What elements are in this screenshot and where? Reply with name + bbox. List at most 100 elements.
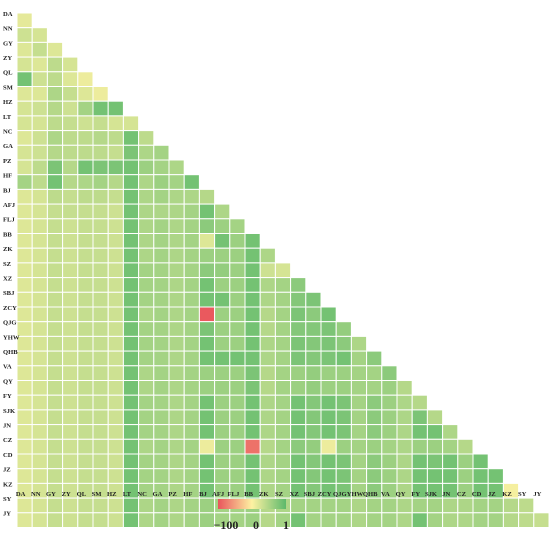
heatmap-cell-SZ-NC — [138, 262, 155, 279]
heatmap-cell-ZK-GA — [153, 247, 170, 264]
heatmap-cell-FY-ZK — [259, 394, 276, 411]
heatmap-cell-HF-QL — [77, 174, 94, 190]
heatmap-cell-XZ-QL — [77, 277, 94, 293]
heatmap-cell-SZ-NN — [31, 262, 48, 279]
heatmap-cell-JZ-QJG — [335, 468, 352, 484]
heatmap-cell-SJK-GA — [153, 409, 170, 426]
heatmap-cell-JN-DA — [16, 424, 33, 440]
heatmap-cell-SY-CZ — [457, 497, 474, 514]
heatmap-cell-QHB-SM — [92, 350, 109, 367]
heatmap-cell-JZ-QHB — [366, 468, 383, 484]
heatmap-cell-JZ-XZ — [290, 468, 307, 484]
heatmap-cell-QHB-SBJ — [305, 350, 322, 367]
heatmap-cell-CD-JN — [442, 453, 459, 470]
heatmap-cell-SY-SBJ — [305, 497, 322, 514]
heatmap-cell-BB-SM — [92, 233, 109, 249]
heatmap-cell-QJG-LT — [122, 321, 140, 337]
heatmap-cell-YHW-SZ — [274, 335, 292, 352]
heatmap-cell-VA-HF — [183, 365, 200, 381]
heatmap-cell-CZ-SBJ — [305, 438, 322, 455]
x-label-ZK: ZK — [259, 491, 269, 498]
y-label-SM: SM — [3, 84, 14, 91]
heatmap-cell-BJ-ZY — [62, 188, 79, 205]
heatmap-cell-QHB-QJG — [335, 350, 352, 367]
heatmap-cell-QY-SM — [92, 380, 109, 396]
heatmap-cell-ZCY-XZ — [290, 306, 307, 323]
heatmap-cell-FLJ-GY — [46, 218, 64, 235]
heatmap-cell-QHB-ZY — [62, 350, 79, 367]
heatmap-cell-BB-BJ — [198, 233, 216, 249]
heatmap-cell-SY-QHB — [366, 497, 383, 514]
heatmap-cell-FY-SZ — [274, 394, 292, 411]
heatmap-cell-JN-HF — [183, 424, 200, 440]
y-label-SBJ: SBJ — [3, 290, 15, 297]
heatmap-cell-JY-BJ — [198, 512, 216, 528]
heatmap-cell-BJ-SM — [92, 188, 109, 205]
heatmap-cell-YHW-NN — [31, 335, 48, 352]
x-label-NN: NN — [31, 491, 41, 498]
heatmap-cell-JY-SM — [92, 512, 109, 528]
heatmap-cell-JZ-HZ — [107, 468, 124, 484]
x-label-BJ: BJ — [199, 491, 207, 498]
heatmap-cell-SJK-ZY — [62, 409, 79, 426]
heatmap-cell-XZ-GA — [153, 277, 170, 293]
heatmap-cell-ZCY-SM — [92, 306, 109, 323]
heatmap-cell-XZ-HZ — [107, 277, 124, 293]
heatmap-cell-VA-HZ — [107, 365, 124, 381]
heatmap-cell-QJG-SZ — [274, 321, 292, 337]
heatmap-cell-CD-SJK — [426, 453, 444, 470]
heatmap-cell-VA-AFJ — [214, 365, 231, 381]
heatmap-cell-GA-GA — [153, 144, 170, 161]
heatmap-cell-SBJ-XZ — [290, 291, 307, 308]
heatmap-cell-QY-VA — [381, 380, 398, 396]
heatmap-cell-XZ-SM — [92, 277, 109, 293]
heatmap-cell-JN-LT — [122, 424, 140, 440]
heatmap-cell-QHB-XZ — [290, 350, 307, 367]
heatmap-cell-ZK-ZY — [62, 247, 79, 264]
heatmap-cell-SY-KZ — [502, 497, 520, 514]
heatmap-cell-ZY-GY — [46, 56, 64, 73]
heatmap-cell-SJK-HF — [183, 409, 200, 426]
heatmap-cell-SY-LT — [122, 497, 140, 514]
heatmap-cell-BB-QL — [77, 233, 94, 249]
x-label-HF: HF — [183, 491, 192, 498]
heatmap-cell-FY-NN — [31, 394, 48, 411]
heatmap-cell-SJK-QHB — [366, 409, 383, 426]
heatmap-cell-QJG-QL — [77, 321, 94, 337]
heatmap-cell-AFJ-BJ — [198, 203, 216, 220]
x-label-SZ: SZ — [275, 491, 284, 498]
heatmap-cell-CD-LT — [122, 453, 140, 470]
heatmap-cell-JN-XZ — [290, 424, 307, 440]
heatmap-cell-JZ-ZK — [259, 468, 276, 484]
heatmap-cell-JZ-ZCY — [320, 468, 337, 484]
heatmap-cell-FY-LT — [122, 394, 140, 411]
heatmap-cell-SJK-SZ — [274, 409, 292, 426]
heatmap-cell-AFJ-QL — [77, 203, 94, 220]
heatmap-cell-CZ-NN — [31, 438, 48, 455]
heatmap-cell-CZ-DA — [16, 438, 33, 455]
heatmap-cell-FY-GA — [153, 394, 170, 411]
heatmap-cell-JN-SZ — [274, 424, 292, 440]
heatmap-cell-SJK-QL — [77, 409, 94, 426]
heatmap-cell-YHW-XZ — [290, 335, 307, 352]
heatmap-cell-ZK-HZ — [107, 247, 124, 264]
heatmap-cell-ZY-DA — [16, 56, 33, 73]
heatmap-cell-SBJ-ZK — [259, 291, 276, 308]
x-label-GA: GA — [152, 491, 162, 498]
heatmap-cell-FY-QL — [77, 394, 94, 411]
heatmap-cell-JZ-QY — [396, 468, 413, 484]
heatmap-cell-SY-ZCY — [320, 497, 337, 514]
heatmap-cell-FY-XZ — [290, 394, 307, 411]
heatmap-cell-FLJ-AFJ — [214, 218, 231, 235]
x-label-QJG: QJG — [333, 491, 347, 498]
heatmap-cells — [16, 12, 550, 528]
heatmap-cell-CD-BJ — [198, 453, 216, 470]
heatmap-cell-JY-GA — [153, 512, 170, 528]
heatmap-cell-LT-ZY — [62, 115, 79, 132]
y-label-NC: NC — [3, 128, 13, 135]
heatmap-cell-CD-GA — [153, 453, 170, 470]
heatmap-cell-SBJ-HF — [183, 291, 200, 308]
heatmap-cell-QHB-SZ — [274, 350, 292, 367]
heatmap-cell-AFJ-HF — [183, 203, 200, 220]
heatmap-cell-FY-NC — [138, 394, 155, 411]
